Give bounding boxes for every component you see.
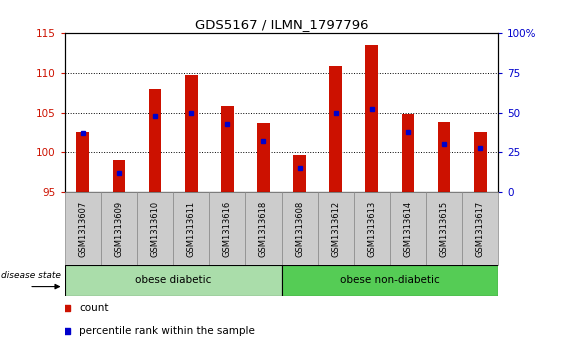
Bar bbox=[318, 192, 354, 265]
Title: GDS5167 / ILMN_1797796: GDS5167 / ILMN_1797796 bbox=[195, 19, 368, 32]
Text: GSM1313609: GSM1313609 bbox=[114, 201, 123, 257]
Text: GSM1313618: GSM1313618 bbox=[259, 201, 268, 257]
Text: GSM1313607: GSM1313607 bbox=[78, 201, 87, 257]
Text: GSM1313612: GSM1313612 bbox=[331, 201, 340, 257]
Bar bbox=[173, 192, 209, 265]
Bar bbox=[354, 192, 390, 265]
Bar bbox=[438, 122, 450, 192]
Bar bbox=[65, 265, 282, 296]
Text: percentile rank within the sample: percentile rank within the sample bbox=[79, 326, 255, 336]
Bar bbox=[462, 192, 498, 265]
Bar bbox=[257, 123, 270, 192]
Bar bbox=[113, 160, 125, 192]
Bar bbox=[185, 75, 198, 192]
Text: GSM1313610: GSM1313610 bbox=[150, 201, 159, 257]
Bar bbox=[282, 265, 498, 296]
Text: count: count bbox=[79, 303, 109, 313]
Bar bbox=[101, 192, 137, 265]
Bar bbox=[245, 192, 282, 265]
Bar bbox=[474, 132, 486, 192]
Bar bbox=[149, 89, 162, 192]
Bar bbox=[426, 192, 462, 265]
Text: GSM1313614: GSM1313614 bbox=[404, 201, 413, 257]
Bar bbox=[77, 132, 89, 192]
Text: GSM1313611: GSM1313611 bbox=[187, 201, 196, 257]
Text: obese diabetic: obese diabetic bbox=[135, 276, 211, 285]
Bar bbox=[137, 192, 173, 265]
Text: GSM1313615: GSM1313615 bbox=[440, 201, 449, 257]
Bar bbox=[209, 192, 245, 265]
Bar bbox=[401, 114, 414, 192]
Text: obese non-diabetic: obese non-diabetic bbox=[340, 276, 440, 285]
Bar bbox=[293, 155, 306, 192]
Text: disease state: disease state bbox=[1, 271, 61, 280]
Bar bbox=[390, 192, 426, 265]
Text: GSM1313616: GSM1313616 bbox=[223, 201, 232, 257]
Bar bbox=[329, 66, 342, 192]
Bar bbox=[365, 45, 378, 192]
Bar bbox=[65, 192, 101, 265]
Bar bbox=[221, 106, 234, 192]
Text: GSM1313613: GSM1313613 bbox=[367, 201, 376, 257]
Text: GSM1313617: GSM1313617 bbox=[476, 201, 485, 257]
Bar bbox=[282, 192, 318, 265]
Text: GSM1313608: GSM1313608 bbox=[295, 201, 304, 257]
